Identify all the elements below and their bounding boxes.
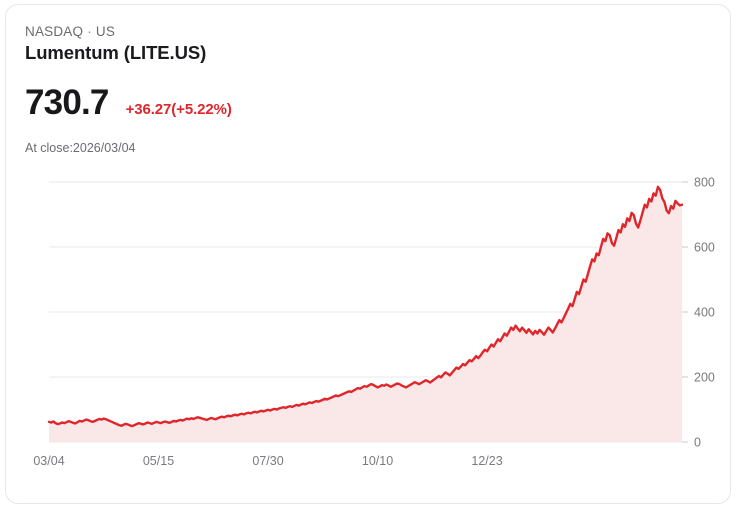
price-change: +36.27(+5.22%) (125, 101, 232, 118)
x-axis: 03/04 05/15 07/30 10/10 12/23 (33, 454, 502, 468)
exchange-label: NASDAQ (25, 24, 84, 39)
region-label: US (95, 24, 116, 39)
y-axis-label: 400 (694, 306, 715, 320)
x-axis-label: 10/10 (362, 454, 393, 468)
price-value: 730.7 (25, 83, 109, 122)
y-axis-label: 0 (694, 436, 701, 450)
x-axis-label: 07/30 (252, 454, 283, 468)
y-axis-label: 800 (694, 176, 715, 190)
price-chart-svg[interactable]: 0 200 400 600 800 03/04 05/15 07/30 10/10 12/23 (6, 165, 731, 485)
separator-dot: · (87, 24, 92, 39)
x-axis-label: 12/23 (471, 454, 502, 468)
exchange-region-row: NASDAQ · US (25, 23, 714, 40)
price-row: 730.7 +36.27(+5.22%) (25, 83, 232, 123)
market-status: At close:2026/03/04 (25, 141, 136, 155)
x-axis-label: 05/15 (143, 454, 174, 468)
x-axis-label: 03/04 (33, 454, 64, 468)
y-axis-label: 600 (694, 241, 715, 255)
stock-quote-card: NASDAQ · US Lumentum (LITE.US) 730.7 +36.2… (5, 4, 731, 504)
y-axis-label: 200 (694, 371, 715, 385)
price-area-fill (49, 186, 682, 442)
price-chart[interactable]: 0 200 400 600 800 03/04 05/15 07/30 10/10 12/23 (6, 165, 731, 485)
quote-header: NASDAQ · US Lumentum (LITE.US) (25, 23, 714, 65)
price-line (47, 185, 684, 428)
y-axis: 0 200 400 600 800 (682, 176, 715, 450)
page-title: Lumentum (LITE.US) (25, 42, 207, 63)
